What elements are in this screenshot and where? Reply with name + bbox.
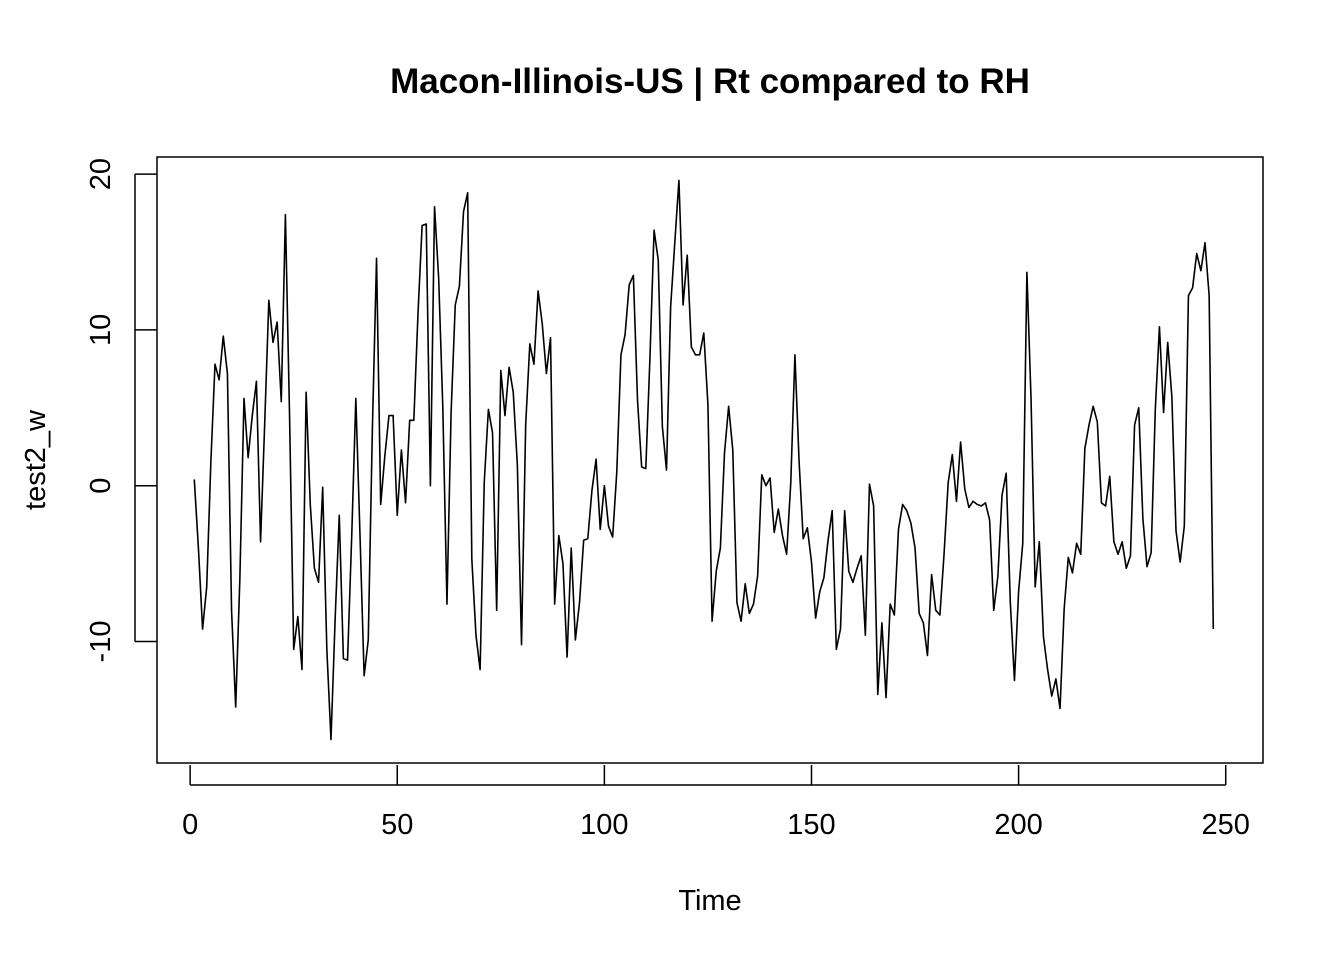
- y-axis-label: test2_w: [20, 409, 52, 510]
- x-axis-label: Time: [678, 885, 741, 917]
- chart-title: Macon-Illinois-US | Rt compared to RH: [390, 62, 1030, 101]
- y-tick-label: 20: [85, 158, 117, 190]
- y-tick-label: -10: [85, 621, 117, 663]
- plot-frame: [156, 156, 1264, 764]
- x-tick-label: 50: [381, 809, 413, 841]
- y-tick-label: 0: [85, 478, 117, 494]
- y-tick-label: 10: [85, 314, 117, 346]
- x-axis: 0 50 100 150 200 250: [182, 765, 1250, 841]
- x-tick-label: 200: [994, 809, 1042, 841]
- x-tick-label: 150: [787, 809, 835, 841]
- series-line: [193, 179, 1215, 741]
- x-tick-label: 250: [1202, 809, 1250, 841]
- x-tick-label: 0: [182, 809, 198, 841]
- x-tick-label: 100: [580, 809, 628, 841]
- y-axis: -10 0 10 20: [85, 158, 157, 662]
